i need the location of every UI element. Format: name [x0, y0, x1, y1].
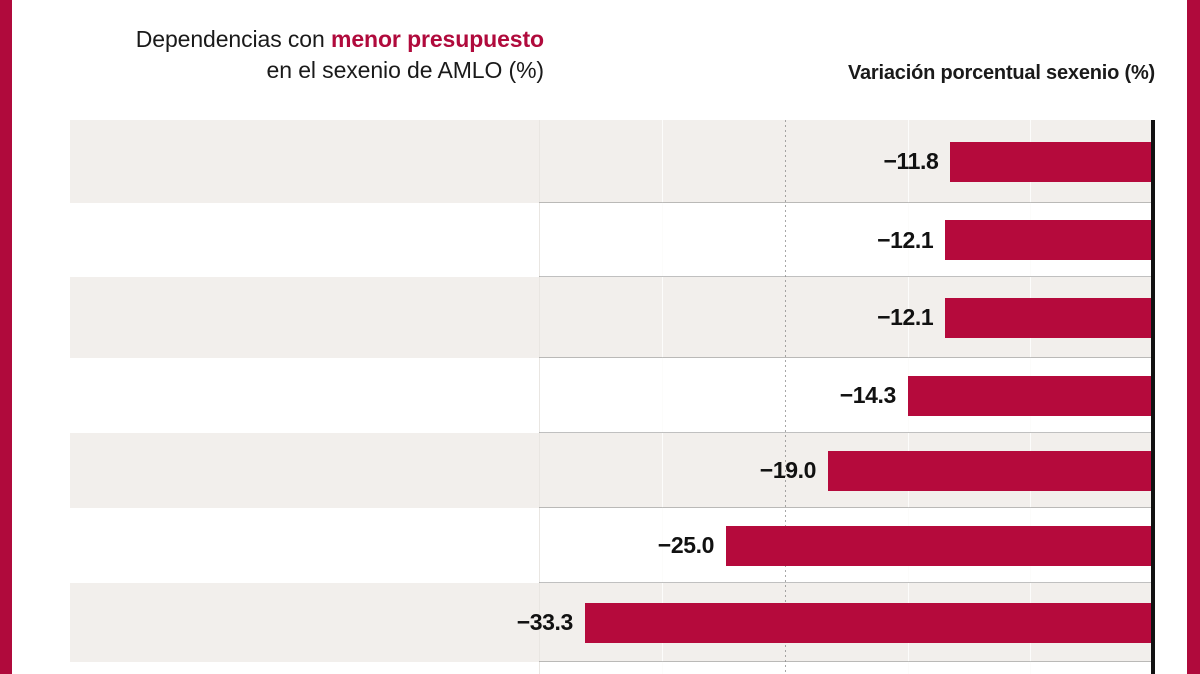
- chart-bar[interactable]: [726, 525, 1151, 566]
- row-separator: [539, 582, 1155, 583]
- row-separator: [539, 357, 1155, 358]
- bar-value-label: −19.0: [759, 457, 817, 483]
- axis-title: Variación porcentual sexenio (%): [847, 62, 1155, 84]
- chart-bar[interactable]: [945, 297, 1151, 338]
- zero-axis-line: [1151, 120, 1155, 674]
- bar-value-label: −14.3: [839, 382, 897, 408]
- chart-bar[interactable]: [950, 141, 1151, 182]
- chart-row-partial[interactable]: [70, 662, 1155, 674]
- bar-value-label: −12.1: [877, 304, 934, 330]
- chart-title-line-2: en el sexenio de AMLO (%): [266, 57, 545, 83]
- bar-value-label: −11.8: [883, 148, 939, 174]
- bar-value-label: −12.1: [877, 226, 934, 253]
- bar-value-label: −25.0: [657, 532, 715, 558]
- chart-bar[interactable]: [828, 450, 1151, 491]
- chart-bar[interactable]: [584, 602, 1151, 643]
- chart-title-emphasis: menor presupuesto: [330, 26, 544, 52]
- chart-bar[interactable]: [907, 375, 1151, 416]
- row-separator: [539, 432, 1155, 433]
- page-rail-right: [1187, 0, 1200, 674]
- plot-left-edge: [539, 120, 540, 674]
- page-rail-left: [0, 0, 12, 674]
- chart-plot: Infraestructura, Comunicacionesy Transpo…: [70, 120, 1155, 674]
- chart-bar[interactable]: [945, 220, 1151, 260]
- chart-title: Dependencias con menor presupuesto en el…: [70, 24, 544, 86]
- row-separator: [539, 202, 1155, 203]
- chart-title-plain: Dependencias con: [135, 26, 331, 52]
- bar-value-label: −33.3: [516, 609, 574, 635]
- chart-title-line-1: Dependencias con menor presupuesto: [70, 24, 544, 55]
- row-separator: [539, 507, 1155, 508]
- row-separator: [539, 661, 1155, 662]
- row-separator: [539, 276, 1155, 277]
